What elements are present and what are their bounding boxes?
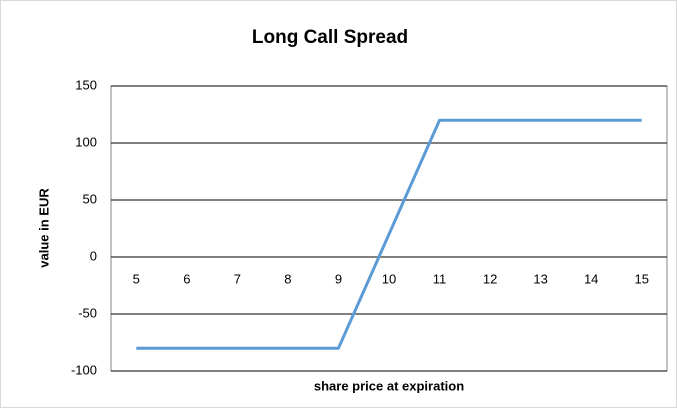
x-tick-label: 5 — [133, 271, 140, 286]
x-tick-label: 14 — [584, 271, 598, 286]
y-tick-label: 100 — [75, 134, 97, 149]
y-axis-title: value in EUR — [36, 188, 51, 268]
x-tick-label: 9 — [335, 271, 342, 286]
y-tick-label: 50 — [83, 191, 97, 206]
x-tick-label: 15 — [634, 271, 648, 286]
y-tick-label: 0 — [90, 248, 97, 263]
x-tick-label: 13 — [533, 271, 547, 286]
x-axis-title: share price at expiration — [314, 378, 464, 393]
y-tick-label: -100 — [71, 362, 97, 377]
x-tick-label: 12 — [483, 271, 497, 286]
x-tick-label: 10 — [382, 271, 396, 286]
x-tick-label: 11 — [433, 271, 447, 286]
y-tick-label: -50 — [78, 305, 97, 320]
line-series — [136, 118, 642, 350]
y-tick-label: 150 — [75, 77, 97, 92]
chart-title: Long Call Spread — [252, 27, 408, 48]
x-tick-label: 7 — [234, 271, 241, 286]
x-tick-label: 6 — [183, 271, 190, 286]
x-tick-label: 8 — [284, 271, 291, 286]
